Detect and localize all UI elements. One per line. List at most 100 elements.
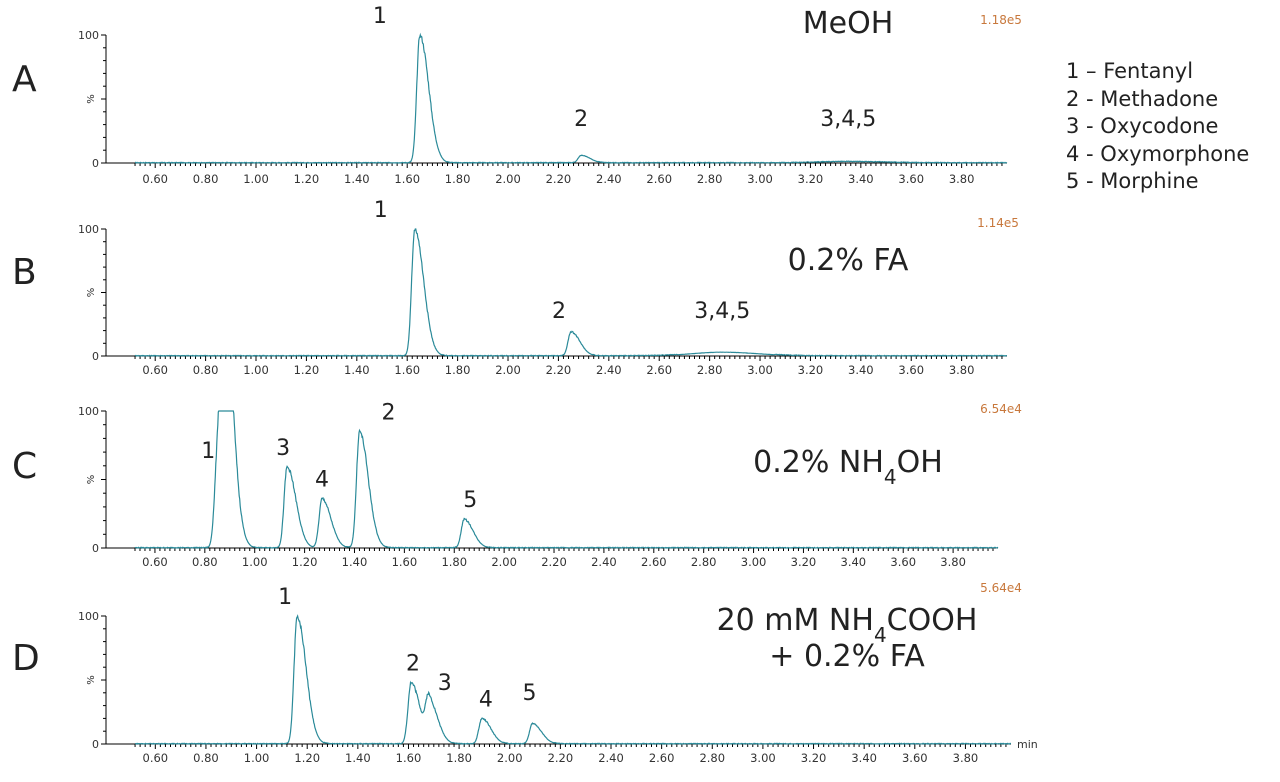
peak-label: 5: [463, 488, 477, 513]
x-tick-label: 1.20: [294, 172, 320, 186]
x-tick-label: 3.80: [953, 751, 979, 765]
x-tick-label: 2.20: [541, 555, 567, 569]
x-tick-label: 2.80: [697, 363, 723, 377]
x-tick-label: 3.20: [798, 172, 824, 186]
y-tick-label: 0: [92, 350, 99, 363]
x-tick-label: 2.60: [646, 172, 672, 186]
max-intensity-label: 6.54e4: [980, 402, 1022, 416]
legend-item: 5 - Morphine: [1066, 169, 1199, 193]
x-tick-label: 0.60: [142, 555, 168, 569]
x-tick-label: 3.40: [851, 751, 877, 765]
peak-label: 3: [276, 436, 290, 461]
condition-title: MeOH: [803, 6, 894, 41]
condition-title: 0.2% NH4OH: [753, 445, 943, 489]
x-tick-label: 1.40: [342, 555, 368, 569]
y-axis-label: %: [86, 94, 97, 104]
legend-item: 4 - Oxymorphone: [1066, 141, 1250, 166]
panel-letter: B: [12, 252, 37, 293]
legend-item: 3 - Oxycodone: [1066, 114, 1219, 138]
chromatogram-trace: [134, 410, 999, 549]
x-tick-label: 2.00: [495, 363, 521, 377]
x-tick-label: 2.80: [699, 751, 725, 765]
legend-item: 2 - Methadone: [1066, 86, 1219, 111]
x-tick-label: 1.80: [446, 751, 472, 765]
max-intensity-label: 1.14e5: [977, 216, 1019, 230]
x-tick-label: 3.00: [750, 751, 776, 765]
x-tick-label: 3.00: [747, 363, 773, 377]
x-tick-label: 0.60: [142, 172, 168, 186]
y-tick-label: 100: [78, 29, 99, 42]
condition-title-line2: + 0.2% FA: [769, 639, 925, 674]
peak-label: 2: [574, 107, 588, 132]
max-intensity-label: 1.18e5: [980, 13, 1022, 27]
y-tick-label: 0: [92, 542, 99, 555]
x-tick-label: 2.00: [497, 751, 523, 765]
x-tick-label: 1.00: [243, 363, 269, 377]
x-tick-label: 1.20: [292, 555, 318, 569]
x-tick-label: 2.40: [598, 751, 624, 765]
x-tick-label: 2.40: [596, 172, 622, 186]
peak-label: 1: [201, 439, 215, 464]
x-tick-label: 3.60: [902, 751, 928, 765]
peak-label: 2: [406, 652, 420, 677]
peak-label: 2: [381, 401, 395, 426]
x-tick-label: 3.60: [898, 363, 924, 377]
x-tick-label: 2.20: [546, 172, 572, 186]
condition-title: 0.2% FA: [788, 243, 909, 278]
y-axis-label: %: [86, 475, 97, 485]
legend-item: 1 – Fentanyl: [1066, 59, 1194, 83]
x-tick-label: 2.60: [641, 555, 667, 569]
x-tick-label: 1.40: [344, 363, 370, 377]
x-tick-label: 3.80: [949, 363, 975, 377]
chart-panel-a: A MeOH 1.18e5 100 0% 0.60 0.80 1.00 1.20 1.40 1.60…: [12, 4, 1022, 186]
x-tick-label: 0.80: [193, 751, 219, 765]
x-tick-label: 1.20: [294, 751, 320, 765]
x-tick-label: 3.20: [798, 363, 824, 377]
x-tick-label: 2.20: [546, 363, 572, 377]
x-tick-label: 1.00: [243, 172, 269, 186]
peak-label: 5: [523, 681, 537, 706]
x-tick-label: 3.80: [940, 555, 966, 569]
panel-letter: A: [12, 59, 37, 100]
x-tick-label: 3.40: [848, 363, 874, 377]
peak-label: 1: [373, 4, 387, 29]
chart-panel-b: B 0.2% FA 1.14e5 100 0% 0.60 0.80 1.00 1.20 1.40 1…: [12, 198, 1019, 377]
x-tick-label: 1.80: [445, 172, 471, 186]
x-tick-label: 3.40: [841, 555, 867, 569]
x-tick-label: 2.80: [697, 172, 723, 186]
x-tick-label: 1.20: [294, 363, 320, 377]
x-tick-label: 1.60: [396, 751, 422, 765]
x-tick-label: 1.80: [445, 363, 471, 377]
x-tick-label: 0.80: [193, 172, 219, 186]
x-tick-label: 1.60: [392, 555, 418, 569]
x-tick-label: 0.60: [142, 363, 168, 377]
chromatogram-trace: [134, 228, 1007, 357]
y-tick-label: 100: [78, 405, 99, 418]
x-tick-label: 1.00: [242, 555, 268, 569]
peak-label: 1: [278, 585, 292, 610]
condition-title: 20 mM NH4COOH: [717, 603, 978, 647]
y-tick-label: 0: [92, 738, 99, 751]
peak-label: 3,4,5: [694, 299, 750, 324]
x-tick-label: 1.80: [441, 555, 467, 569]
max-intensity-label: 5.64e4: [980, 581, 1022, 595]
x-tick-label: 2.00: [491, 555, 517, 569]
y-axis-label: %: [86, 288, 97, 298]
y-axis-label: %: [86, 675, 97, 685]
x-tick-label: 2.80: [691, 555, 717, 569]
x-axis-label: min: [1017, 738, 1038, 751]
x-tick-label: 3.60: [890, 555, 916, 569]
chart-panel-d: D 20 mM NH4COOH+ 0.2% FA 5.64e4 100 0% 0.60 0.…: [12, 581, 1038, 765]
peak-label: 4: [479, 687, 493, 712]
x-tick-label: 2.60: [649, 751, 675, 765]
x-tick-label: 3.20: [801, 751, 827, 765]
x-tick-label: 1.60: [394, 363, 420, 377]
compound-legend: 1 – Fentanyl 2 - Methadone 3 - Oxycodone…: [1066, 58, 1249, 196]
peak-label: 3,4,5: [820, 107, 876, 132]
x-tick-label: 3.00: [747, 172, 773, 186]
chart-panel-c: C 0.2% NH4OH 6.54e4 100 0% 0.60 0.80 1.00 1.20 1.…: [12, 401, 1022, 569]
x-tick-label: 3.80: [949, 172, 975, 186]
peak-label: 2: [552, 299, 566, 324]
chromatogram-trace: [135, 32, 1008, 164]
chromatogram-trace: [135, 614, 1011, 745]
